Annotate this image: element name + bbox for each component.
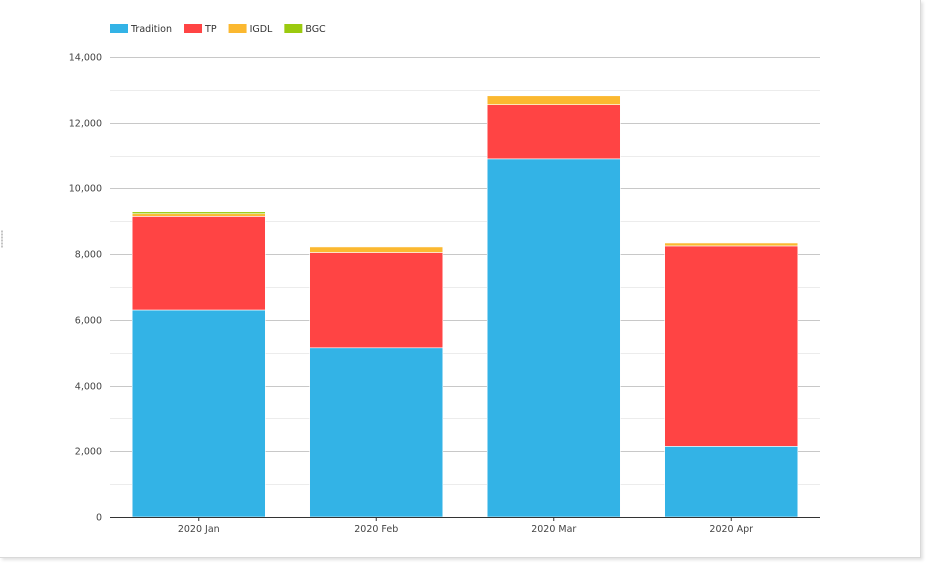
- x-tick-label: 2020 Apr: [709, 524, 753, 535]
- bar-tradition-0[interactable]: [131, 309, 266, 518]
- y-tick-label: 0: [96, 513, 102, 524]
- legend-swatch: [110, 24, 128, 33]
- y-tick-label: 12,000: [69, 119, 102, 130]
- axes: 0 2,000 4,000 6,000 8,000 10,000 12,000 14,000 2…: [69, 53, 820, 535]
- legend-label: IGDL: [250, 24, 273, 35]
- x-tick-label: 2020 Feb: [354, 524, 398, 535]
- legend-label: Tradition: [130, 24, 172, 35]
- bar-tradition-1[interactable]: [309, 347, 444, 518]
- x-tick-label: 2020 Jan: [178, 524, 220, 535]
- legend-item-bgc[interactable]: BGC: [284, 24, 326, 35]
- resize-handle[interactable]: [1, 230, 3, 248]
- bar-tp-1[interactable]: [309, 252, 444, 349]
- bar-tp-0[interactable]: [131, 216, 266, 311]
- legend-swatch: [228, 24, 247, 33]
- bar-tradition-3[interactable]: [664, 446, 799, 518]
- bar-igdl-2[interactable]: [486, 95, 621, 105]
- bar-tp-2[interactable]: [486, 104, 621, 160]
- legend-item-igdl[interactable]: IGDL: [228, 24, 273, 35]
- bars: [131, 95, 799, 518]
- bar-igdl-0[interactable]: [131, 213, 266, 217]
- stacked-bar-chart: 0 2,000 4,000 6,000 8,000 10,000 12,000 14,000 2…: [69, 24, 820, 535]
- bar-igdl-1[interactable]: [309, 246, 444, 253]
- y-tick-label: 6,000: [75, 316, 102, 327]
- legend-item-tp[interactable]: TP: [184, 24, 217, 35]
- legend-swatch: [284, 24, 303, 33]
- bar-tp-3[interactable]: [664, 245, 799, 447]
- y-tick-label: 14,000: [69, 53, 102, 64]
- bar-igdl-3[interactable]: [664, 242, 799, 247]
- legend-label: BGC: [305, 24, 326, 35]
- y-tick-label: 10,000: [69, 184, 102, 195]
- legend: Tradition TP IGDL BGC: [110, 24, 326, 35]
- bar-tradition-2[interactable]: [486, 158, 621, 518]
- legend-label: TP: [204, 24, 217, 35]
- y-tick-label: 2,000: [75, 447, 102, 458]
- y-tick-label: 4,000: [75, 382, 102, 393]
- y-tick-label: 8,000: [75, 250, 102, 261]
- legend-swatch: [184, 24, 203, 33]
- x-tick-label: 2020 Mar: [531, 524, 576, 535]
- bar-bgc-0[interactable]: [131, 211, 266, 215]
- legend-item-tradition[interactable]: Tradition: [110, 24, 172, 35]
